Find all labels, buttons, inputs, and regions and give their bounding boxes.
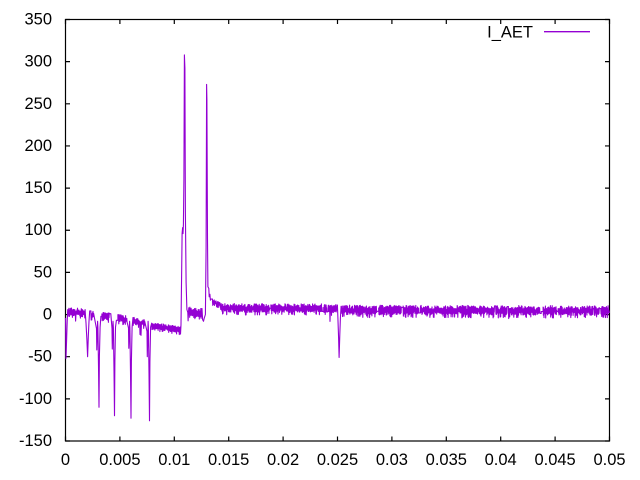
svg-text:0.03: 0.03: [376, 451, 408, 469]
svg-text:150: 150: [24, 179, 52, 197]
svg-text:350: 350: [24, 11, 52, 29]
svg-text:0.045: 0.045: [534, 451, 575, 469]
svg-text:100: 100: [24, 221, 52, 239]
svg-text:0: 0: [61, 451, 70, 469]
svg-text:300: 300: [24, 53, 52, 71]
svg-text:200: 200: [24, 137, 52, 155]
svg-text:0.02: 0.02: [267, 451, 299, 469]
svg-text:0.04: 0.04: [485, 451, 517, 469]
svg-text:0.025: 0.025: [317, 451, 358, 469]
svg-text:-50: -50: [28, 348, 52, 366]
svg-text:0.01: 0.01: [158, 451, 190, 469]
svg-text:250: 250: [24, 95, 52, 113]
svg-text:I_AET: I_AET: [487, 24, 533, 42]
svg-text:0: 0: [43, 306, 52, 324]
svg-text:0.05: 0.05: [593, 451, 625, 469]
svg-text:50: 50: [34, 263, 52, 281]
svg-text:-150: -150: [19, 432, 52, 450]
svg-text:0.035: 0.035: [426, 451, 467, 469]
svg-text:-100: -100: [19, 390, 52, 408]
svg-text:0.005: 0.005: [99, 451, 140, 469]
svg-text:0.015: 0.015: [208, 451, 249, 469]
